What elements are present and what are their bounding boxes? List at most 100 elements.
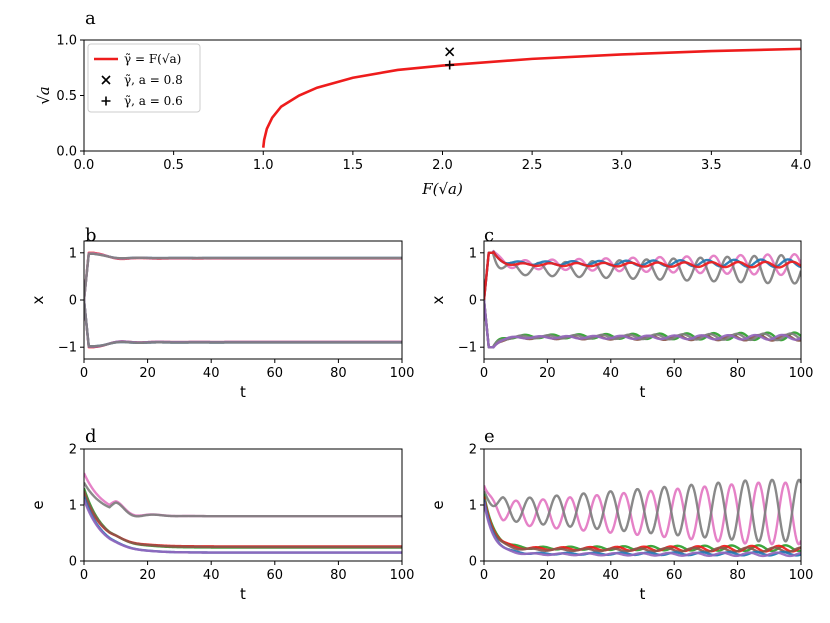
- y-tick-label-a: 0.5: [56, 89, 77, 104]
- x-tick-label-c: 100: [789, 366, 814, 381]
- panel-letter-e: e: [484, 426, 495, 447]
- series-line-e-5: [484, 499, 801, 554]
- y-tick-label-e: 2: [469, 443, 477, 458]
- y-tick-label-d: 2: [69, 443, 77, 458]
- series-line-c-8: [484, 299, 801, 349]
- y-tick-label-b: 0: [69, 294, 77, 309]
- x-axis-label-e: t: [640, 585, 646, 603]
- panel-letter-a: a: [85, 8, 96, 29]
- series-line-b-1: [84, 251, 402, 301]
- series-line-b-8: [84, 299, 402, 348]
- y-tick-label-b: 1: [69, 246, 77, 261]
- legend-entry-1: γ̃ = F(√a): [124, 52, 181, 66]
- series-line-d-7: [84, 498, 402, 554]
- y-tick-label-b: −1: [58, 341, 77, 356]
- x-tick-label-a: 4.0: [791, 158, 812, 173]
- series-line-d-5: [84, 490, 402, 549]
- legend-a: γ̃ = F(√a) γ̃, a = 0.8 γ̃, a = 0.6: [87, 43, 201, 113]
- x-tick-label-d: 80: [330, 568, 347, 583]
- series-line-c-7: [484, 299, 801, 349]
- y-axis-label-a: √a: [35, 86, 53, 105]
- x-tick-label-c: 40: [603, 366, 620, 381]
- series-line-b-3: [84, 252, 402, 301]
- x-axis-label-d: t: [240, 585, 246, 603]
- x-tick-label-d: 100: [390, 568, 415, 583]
- x-tick-label-e: 100: [789, 568, 814, 583]
- panel-letter-c: c: [484, 225, 494, 246]
- axes-e: 0 20 40 60 80 100 0 1 2: [469, 443, 814, 584]
- x-tick-label-a: 2.0: [432, 158, 453, 173]
- x-tick-label-a: 0.5: [163, 158, 184, 173]
- x-tick-label-a: 1.5: [343, 158, 364, 173]
- y-tick-label-c: 1: [469, 246, 477, 261]
- x-tick-label-c: 20: [539, 366, 556, 381]
- x-tick-label-a: 2.5: [522, 158, 543, 173]
- legend-entry-2: γ̃, a = 0.8: [124, 73, 183, 87]
- x-tick-label-d: 20: [139, 568, 156, 583]
- series-line-c-1: [484, 249, 801, 301]
- legend-swatch-x: [101, 75, 111, 85]
- y-tick-label-d: 0: [69, 555, 77, 570]
- x-tick-label-b: 0: [80, 366, 88, 381]
- series-line-c-4: [484, 250, 801, 301]
- x-tick-label-b: 60: [267, 366, 284, 381]
- y-axis-label-c: x: [429, 295, 447, 304]
- series-line-d-6: [84, 496, 402, 554]
- x-tick-label-e: 20: [539, 568, 556, 583]
- plot-frame-d: [83, 448, 403, 562]
- x-tick-label-e: 0: [480, 568, 488, 583]
- panel-letter-d: d: [85, 426, 97, 447]
- x-tick-label-c: 60: [666, 366, 683, 381]
- x-tick-label-a: 0.0: [74, 158, 95, 173]
- x-tick-label-a: 3.0: [611, 158, 632, 173]
- x-tick-label-b: 20: [139, 366, 156, 381]
- x-tick-label-a: 3.5: [701, 158, 722, 173]
- x-tick-label-c: 80: [729, 366, 746, 381]
- y-tick-label-c: 0: [469, 294, 477, 309]
- x-tick-label-a: 1.0: [253, 158, 274, 173]
- x-axis-label-a: F(√a): [421, 180, 463, 198]
- y-tick-label-e: 0: [469, 555, 477, 570]
- series-line-a: [261, 47, 801, 148]
- y-tick-label-a: 1.0: [56, 34, 77, 49]
- series-line-b-4: [84, 252, 402, 301]
- legend-box: [87, 43, 201, 113]
- series-line-e-2: [484, 478, 801, 543]
- y-axis-label-d: e: [29, 500, 47, 509]
- series-line-d-4: [84, 493, 402, 548]
- axes-a: 0.0 0.5 1.0 1.5 2.0 2.5 3.0 3.5 4.0 0.0 0.5 1.0: [56, 34, 811, 174]
- series-line-e-7: [484, 501, 801, 558]
- series-line-b-6: [84, 299, 402, 348]
- x-tick-label-d: 60: [267, 568, 284, 583]
- x-tick-label-d: 0: [80, 568, 88, 583]
- axes-c: 0 20 40 60 80 100−101: [458, 240, 814, 381]
- series-line-c-3: [484, 250, 801, 301]
- series-line-d-2: [84, 481, 402, 518]
- marker-plus-a06: [445, 60, 455, 70]
- x-tick-label-b: 100: [390, 366, 415, 381]
- panel-letter-b: b: [85, 225, 97, 246]
- x-tick-label-e: 40: [603, 568, 620, 583]
- legend-swatch-plus: [101, 96, 111, 106]
- y-axis-label-b: x: [29, 295, 47, 304]
- series-line-b-5: [84, 299, 402, 349]
- y-tick-label-a: 0.0: [56, 145, 77, 160]
- marker-x-a08: [445, 47, 455, 57]
- x-tick-label-e: 80: [729, 568, 746, 583]
- x-tick-label-b: 80: [330, 366, 347, 381]
- series-line-d-3: [84, 487, 402, 549]
- legend-entry-3: γ̃, a = 0.6: [124, 94, 183, 108]
- y-tick-label-e: 1: [469, 499, 477, 514]
- series-line-b-7: [84, 299, 402, 348]
- series-line-b-2: [84, 252, 402, 301]
- x-axis-label-c: t: [640, 383, 646, 401]
- y-axis-label-e: e: [429, 500, 447, 509]
- x-tick-label-b: 40: [203, 366, 220, 381]
- x-tick-label-c: 0: [480, 366, 488, 381]
- axes-d: 0 20 40 60 80 100 0 1 2: [69, 443, 415, 584]
- series-line-c-2: [484, 251, 801, 301]
- x-tick-label-d: 40: [203, 568, 220, 583]
- axes-b: 0 20 40 60 80 100−101: [58, 240, 415, 381]
- y-tick-label-d: 1: [69, 499, 77, 514]
